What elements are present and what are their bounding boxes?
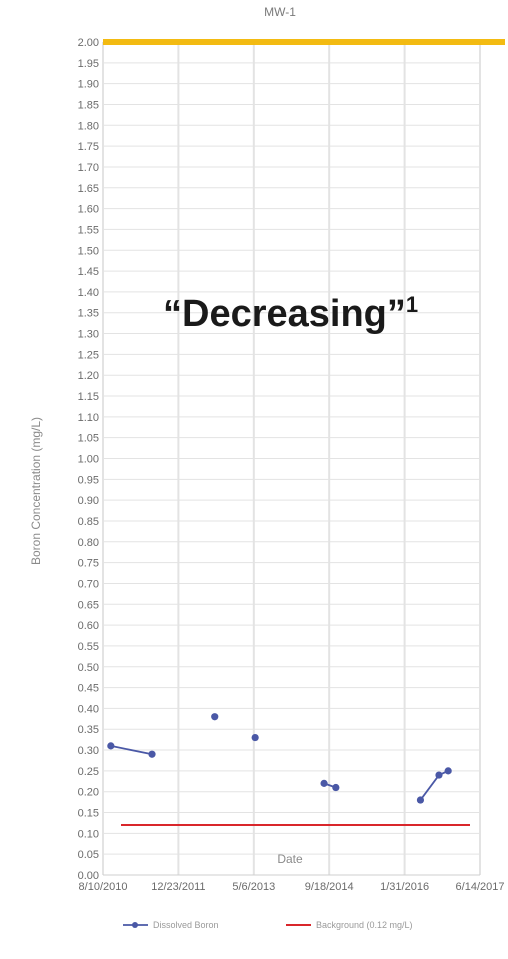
y-tick-label: 1.30 bbox=[78, 329, 99, 341]
y-tick-label: 1.50 bbox=[78, 245, 99, 257]
y-tick-label: 0.35 bbox=[78, 724, 99, 736]
series-line bbox=[110, 745, 153, 756]
data-point bbox=[148, 750, 156, 758]
data-point bbox=[251, 733, 259, 742]
y-tick-label: 0.25 bbox=[78, 766, 99, 778]
legend-label-dissolved-boron: Dissolved Boron bbox=[153, 920, 219, 930]
y-tick-label: 0.80 bbox=[78, 537, 99, 549]
series-line bbox=[419, 770, 449, 801]
y-tick-label: 0.55 bbox=[78, 641, 99, 653]
x-axis-label: Date bbox=[277, 852, 303, 866]
data-point bbox=[211, 713, 219, 721]
y-tick-label: 0.60 bbox=[78, 620, 99, 632]
x-tick-label: 1/31/2016 bbox=[380, 881, 429, 893]
data-point bbox=[107, 742, 115, 750]
y-tick-label: 0.20 bbox=[78, 787, 99, 799]
annotation-main: “Decreasing” bbox=[163, 293, 406, 335]
y-tick-label: 0.50 bbox=[78, 662, 99, 674]
y-tick-label: 1.25 bbox=[78, 349, 99, 361]
legend-label-background: Background (0.12 mg/L) bbox=[316, 920, 413, 930]
y-tick-label: 0.30 bbox=[78, 745, 99, 757]
data-point bbox=[320, 779, 328, 787]
y-axis-ticks: 0.00 0.05 0.10 0.15 0.20 0.25 0.30 0.35 0.40 0.45… bbox=[78, 37, 99, 882]
x-tick-label: 6/14/2017 bbox=[456, 881, 505, 893]
y-tick-label: 0.65 bbox=[78, 599, 99, 611]
y-tick-label: 0.95 bbox=[78, 474, 99, 486]
data-point bbox=[416, 796, 425, 804]
annotation-superscript: 1 bbox=[406, 292, 418, 317]
y-tick-label: 1.00 bbox=[78, 454, 99, 466]
y-tick-label: 1.95 bbox=[78, 58, 99, 70]
data-point bbox=[332, 783, 340, 792]
y-tick-label: 1.45 bbox=[78, 266, 99, 278]
x-tick-label: 12/23/2011 bbox=[151, 881, 205, 893]
y-tick-label: 1.85 bbox=[78, 99, 99, 111]
y-tick-label: 0.85 bbox=[78, 516, 99, 528]
y-tick-label: 1.35 bbox=[78, 308, 99, 320]
y-axis-label: Boron Concentration (mg/L) bbox=[29, 417, 43, 565]
y-tick-label: 1.65 bbox=[78, 183, 99, 195]
legend-marker-dissolved-boron bbox=[132, 922, 138, 928]
threshold-band-rect bbox=[103, 39, 505, 45]
x-tick-label: 5/6/2013 bbox=[232, 881, 275, 893]
y-tick-label: 0.00 bbox=[78, 870, 99, 882]
data-point bbox=[444, 767, 452, 775]
x-tick-label: 9/18/2014 bbox=[305, 881, 354, 893]
annotation-text: “Decreasing”1 bbox=[163, 292, 418, 335]
y-tick-label: 0.10 bbox=[78, 828, 99, 840]
threshold-band bbox=[103, 39, 505, 45]
y-tick-label: 1.70 bbox=[78, 162, 99, 174]
legend: Dissolved Boron Background (0.12 mg/L) bbox=[123, 920, 413, 930]
y-tick-label: 0.15 bbox=[78, 808, 99, 820]
decreasing-annotation: “Decreasing”1 bbox=[163, 292, 418, 335]
grid bbox=[102, 41, 481, 876]
y-tick-label: 1.90 bbox=[78, 79, 99, 91]
y-tick-label: 0.90 bbox=[78, 495, 99, 507]
x-tick-label: 8/10/2010 bbox=[79, 881, 128, 893]
y-tick-label: 0.45 bbox=[78, 683, 99, 695]
y-tick-label: 0.40 bbox=[78, 703, 99, 715]
y-tick-label: 1.60 bbox=[78, 204, 99, 216]
y-tick-label: 0.05 bbox=[78, 849, 99, 861]
series bbox=[107, 713, 452, 804]
y-tick-label: 1.40 bbox=[78, 287, 99, 299]
y-tick-label: 1.80 bbox=[78, 120, 99, 132]
data-point bbox=[435, 771, 443, 779]
y-tick-label: 2.00 bbox=[78, 37, 99, 49]
chart-title: MW-1 bbox=[264, 5, 296, 19]
y-tick-label: 0.70 bbox=[78, 578, 99, 590]
y-tick-label: 1.75 bbox=[78, 141, 99, 153]
y-tick-label: 1.15 bbox=[78, 391, 99, 403]
y-tick-label: 0.75 bbox=[78, 558, 99, 570]
y-tick-label: 1.05 bbox=[78, 433, 99, 445]
y-tick-label: 1.55 bbox=[78, 224, 99, 236]
x-axis-ticks: 8/10/2010 12/23/2011 5/6/2013 9/18/2014 1/31… bbox=[79, 881, 505, 893]
y-tick-label: 1.10 bbox=[78, 412, 99, 424]
y-tick-label: 1.20 bbox=[78, 370, 99, 382]
